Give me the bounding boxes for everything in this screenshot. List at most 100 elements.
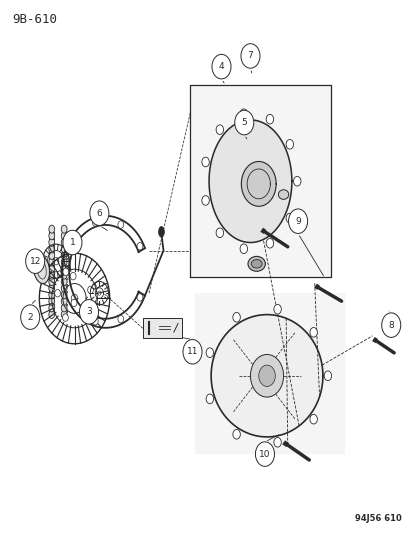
Text: 5: 5 [241, 118, 247, 127]
Text: 2: 2 [27, 313, 33, 321]
Circle shape [206, 394, 213, 403]
Ellipse shape [49, 284, 55, 292]
Ellipse shape [61, 291, 67, 299]
Polygon shape [194, 293, 343, 453]
Ellipse shape [33, 255, 50, 284]
Text: 3: 3 [86, 308, 92, 316]
Circle shape [250, 354, 283, 397]
Circle shape [273, 304, 281, 314]
Circle shape [240, 244, 247, 254]
Ellipse shape [61, 245, 67, 253]
Circle shape [288, 209, 307, 233]
Circle shape [232, 312, 240, 322]
Ellipse shape [61, 310, 67, 318]
Circle shape [92, 318, 98, 325]
Ellipse shape [61, 297, 67, 305]
Circle shape [240, 44, 259, 68]
Text: 1: 1 [69, 238, 75, 247]
Ellipse shape [158, 227, 164, 237]
Circle shape [26, 249, 45, 273]
Ellipse shape [49, 264, 55, 272]
Circle shape [216, 228, 223, 238]
Circle shape [255, 442, 274, 466]
Circle shape [234, 110, 253, 135]
Ellipse shape [49, 245, 55, 253]
Polygon shape [209, 120, 291, 243]
Ellipse shape [49, 291, 55, 299]
Circle shape [323, 371, 331, 381]
Circle shape [266, 115, 273, 124]
Ellipse shape [49, 304, 55, 312]
Circle shape [240, 109, 247, 118]
Circle shape [273, 438, 281, 447]
Ellipse shape [61, 271, 67, 279]
Circle shape [88, 286, 93, 294]
Ellipse shape [61, 284, 67, 292]
Circle shape [90, 201, 109, 225]
Circle shape [309, 328, 317, 337]
Ellipse shape [251, 260, 261, 268]
Circle shape [211, 54, 230, 79]
Ellipse shape [61, 232, 67, 240]
Ellipse shape [49, 310, 55, 318]
Circle shape [309, 414, 317, 424]
Circle shape [79, 300, 98, 324]
Text: 6: 6 [96, 209, 102, 217]
Polygon shape [211, 314, 322, 437]
Circle shape [285, 140, 293, 149]
Circle shape [381, 313, 400, 337]
Ellipse shape [61, 278, 67, 286]
Circle shape [137, 243, 142, 250]
Text: 12: 12 [29, 257, 41, 265]
Circle shape [21, 305, 40, 329]
Text: 9: 9 [294, 217, 300, 225]
Ellipse shape [49, 232, 55, 240]
Ellipse shape [61, 252, 67, 260]
Circle shape [63, 230, 82, 255]
Circle shape [137, 294, 142, 301]
Circle shape [62, 314, 68, 321]
Polygon shape [190, 85, 330, 277]
Circle shape [258, 365, 275, 386]
Ellipse shape [49, 225, 55, 233]
Ellipse shape [49, 271, 55, 279]
Text: 9B-610: 9B-610 [12, 13, 57, 26]
Ellipse shape [49, 278, 55, 286]
Text: 11: 11 [186, 348, 198, 356]
Text: 8: 8 [387, 321, 393, 329]
Text: 10: 10 [259, 450, 270, 458]
Circle shape [118, 316, 123, 323]
Bar [142, 318, 182, 338]
Circle shape [63, 268, 69, 276]
Ellipse shape [49, 252, 55, 260]
Circle shape [70, 272, 76, 280]
Circle shape [183, 340, 202, 364]
Circle shape [293, 176, 300, 186]
Circle shape [206, 348, 213, 358]
Ellipse shape [61, 238, 67, 246]
Circle shape [202, 157, 209, 167]
Text: 94J56 610: 94J56 610 [354, 514, 401, 523]
Ellipse shape [61, 304, 67, 312]
Circle shape [232, 430, 240, 439]
Circle shape [83, 312, 88, 319]
Circle shape [202, 196, 209, 205]
Ellipse shape [278, 190, 288, 199]
Ellipse shape [61, 258, 67, 266]
Polygon shape [241, 161, 275, 206]
Text: 4: 4 [218, 62, 224, 71]
Ellipse shape [49, 238, 55, 246]
Circle shape [71, 299, 77, 306]
Circle shape [118, 221, 123, 228]
Circle shape [71, 237, 77, 245]
Circle shape [266, 238, 273, 248]
Circle shape [92, 219, 98, 226]
Text: 7: 7 [247, 52, 253, 60]
Circle shape [216, 125, 223, 134]
Ellipse shape [49, 258, 55, 266]
Ellipse shape [61, 264, 67, 272]
Ellipse shape [247, 256, 265, 271]
Circle shape [55, 289, 60, 297]
Ellipse shape [49, 297, 55, 305]
Circle shape [285, 213, 293, 223]
